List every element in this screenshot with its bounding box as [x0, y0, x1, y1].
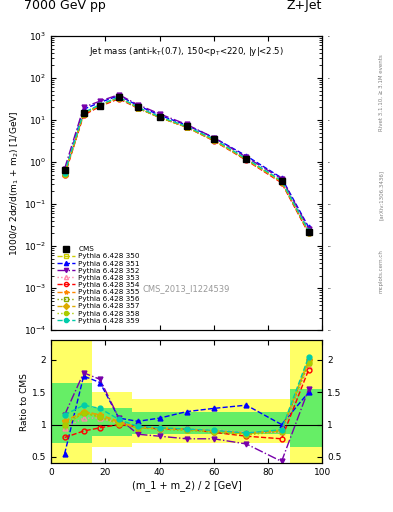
X-axis label: (m_1 + m_2) / 2 [GeV]: (m_1 + m_2) / 2 [GeV]: [132, 480, 242, 491]
Bar: [51, 382, 92, 443]
Y-axis label: 1000/$\sigma$ 2d$\sigma$/d(m$_1$ + m$_2$) [1/GeV]: 1000/$\sigma$ 2d$\sigma$/d(m$_1$ + m$_2$…: [9, 110, 21, 256]
Bar: [132, 399, 290, 443]
Text: Z+Jet: Z+Jet: [287, 0, 322, 12]
Bar: [290, 328, 322, 463]
Text: [arXiv:1306.3436]: [arXiv:1306.3436]: [379, 169, 384, 220]
Text: mcplots.cern.ch: mcplots.cern.ch: [379, 249, 384, 293]
Bar: [290, 389, 322, 447]
Text: Rivet 3.1.10, ≥ 3.1M events: Rivet 3.1.10, ≥ 3.1M events: [379, 54, 384, 131]
Text: 7000 GeV pp: 7000 GeV pp: [24, 0, 106, 12]
Bar: [132, 412, 290, 434]
Bar: [92, 409, 132, 436]
Bar: [51, 328, 92, 463]
Bar: [92, 392, 132, 447]
Y-axis label: Ratio to CMS: Ratio to CMS: [20, 373, 29, 431]
Text: CMS_2013_I1224539: CMS_2013_I1224539: [143, 285, 230, 293]
Legend: CMS, Pythia 6.428 350, Pythia 6.428 351, Pythia 6.428 352, Pythia 6.428 353, Pyt: CMS, Pythia 6.428 350, Pythia 6.428 351,…: [57, 246, 140, 324]
Text: Jet mass (anti-k$_\mathsf{T}$(0.7), 150<p$_\mathsf{T}$<220, |y|<2.5): Jet mass (anti-k$_\mathsf{T}$(0.7), 150<…: [89, 45, 284, 58]
